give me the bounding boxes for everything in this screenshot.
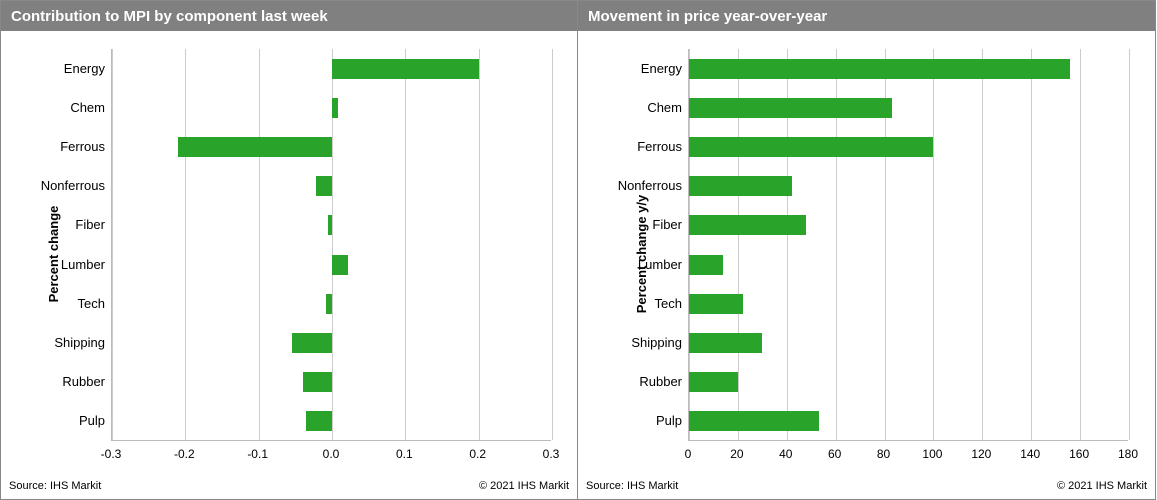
bar <box>332 98 338 118</box>
xtick-label: 140 <box>1020 447 1040 461</box>
xtick-label: 180 <box>1118 447 1138 461</box>
category-label: Fiber <box>1 217 105 232</box>
bar <box>328 215 332 235</box>
bar <box>332 255 348 275</box>
bar <box>689 98 892 118</box>
bar <box>316 176 332 196</box>
bar <box>689 59 1070 79</box>
xtick-label: 60 <box>828 447 841 461</box>
bar-row <box>112 372 551 392</box>
category-label: Chem <box>578 100 682 115</box>
xtick-label: -0.1 <box>247 447 268 461</box>
chart2-title: Movement in price year-over-year <box>578 1 1155 31</box>
bar <box>689 215 806 235</box>
category-label: Nonferrous <box>578 178 682 193</box>
category-label: Rubber <box>578 374 682 389</box>
bar <box>303 372 332 392</box>
xtick-label: 0.1 <box>396 447 413 461</box>
xtick-label: -0.3 <box>101 447 122 461</box>
category-label: Chem <box>1 100 105 115</box>
bar-row <box>112 294 551 314</box>
xtick-label: 20 <box>730 447 743 461</box>
xtick-label: 120 <box>971 447 991 461</box>
bar <box>332 59 479 79</box>
category-label: Shipping <box>1 335 105 350</box>
chart1-plot-area <box>111 49 551 441</box>
bar-row <box>689 294 1128 314</box>
bar-row <box>112 411 551 431</box>
bar <box>689 411 819 431</box>
bar <box>292 333 332 353</box>
chart2-panel: Movement in price year-over-year Percent… <box>577 0 1156 500</box>
bar <box>178 137 332 157</box>
xtick-label: 0.3 <box>543 447 560 461</box>
category-label: Lumber <box>1 257 105 272</box>
chart1-copyright: © 2021 IHS Markit <box>479 480 569 492</box>
chart1-panel: Contribution to MPI by component last we… <box>0 0 578 500</box>
chart2-source: Source: IHS Markit <box>586 480 678 492</box>
bar-row <box>689 333 1128 353</box>
chart2-plot-wrap: Percent change y/y EnergyChemFerrousNonf… <box>578 31 1155 477</box>
category-label: Tech <box>578 296 682 311</box>
category-label: Nonferrous <box>1 178 105 193</box>
chart1-plot-wrap: Percent change EnergyChemFerrousNonferro… <box>1 31 577 477</box>
xtick-label: 0.2 <box>469 447 486 461</box>
category-label: Energy <box>578 61 682 76</box>
xtick-label: -0.2 <box>174 447 195 461</box>
bar <box>689 294 743 314</box>
bar-row <box>689 411 1128 431</box>
xtick-label: 0.0 <box>323 447 340 461</box>
bar-row <box>689 59 1128 79</box>
bar <box>689 333 762 353</box>
category-label: Ferrous <box>1 139 105 154</box>
category-label: Pulp <box>578 413 682 428</box>
category-label: Energy <box>1 61 105 76</box>
bar-row <box>112 137 551 157</box>
bar-row <box>112 98 551 118</box>
bar-row <box>112 255 551 275</box>
bar-row <box>112 333 551 353</box>
xtick-label: 0 <box>685 447 692 461</box>
bar-row <box>689 215 1128 235</box>
xtick-label: 80 <box>877 447 890 461</box>
category-label: Shipping <box>578 335 682 350</box>
category-label: Fiber <box>578 217 682 232</box>
xtick-label: 160 <box>1069 447 1089 461</box>
bar-row <box>112 176 551 196</box>
bar-row <box>112 215 551 235</box>
bar-row <box>689 255 1128 275</box>
category-label: Ferrous <box>578 139 682 154</box>
category-label: Tech <box>1 296 105 311</box>
bar <box>689 255 723 275</box>
bar <box>326 294 332 314</box>
charts-container: Contribution to MPI by component last we… <box>0 0 1157 500</box>
category-label: Rubber <box>1 374 105 389</box>
bar-row <box>689 137 1128 157</box>
bar-row <box>689 98 1128 118</box>
xtick-label: 100 <box>922 447 942 461</box>
bar-row <box>689 176 1128 196</box>
bar-row <box>112 59 551 79</box>
chart1-title: Contribution to MPI by component last we… <box>1 1 577 31</box>
chart2-footer: Source: IHS Markit © 2021 IHS Markit <box>578 477 1155 499</box>
bar <box>689 176 792 196</box>
chart2-plot-area <box>688 49 1128 441</box>
chart2-copyright: © 2021 IHS Markit <box>1057 480 1147 492</box>
bar <box>689 137 933 157</box>
category-label: Pulp <box>1 413 105 428</box>
gridline <box>552 49 553 440</box>
xtick-label: 40 <box>779 447 792 461</box>
category-label: Lumber <box>578 257 682 272</box>
chart1-footer: Source: IHS Markit © 2021 IHS Markit <box>1 477 577 499</box>
bar-row <box>689 372 1128 392</box>
bar <box>306 411 332 431</box>
gridline <box>1129 49 1130 440</box>
chart1-source: Source: IHS Markit <box>9 480 101 492</box>
bar <box>689 372 738 392</box>
